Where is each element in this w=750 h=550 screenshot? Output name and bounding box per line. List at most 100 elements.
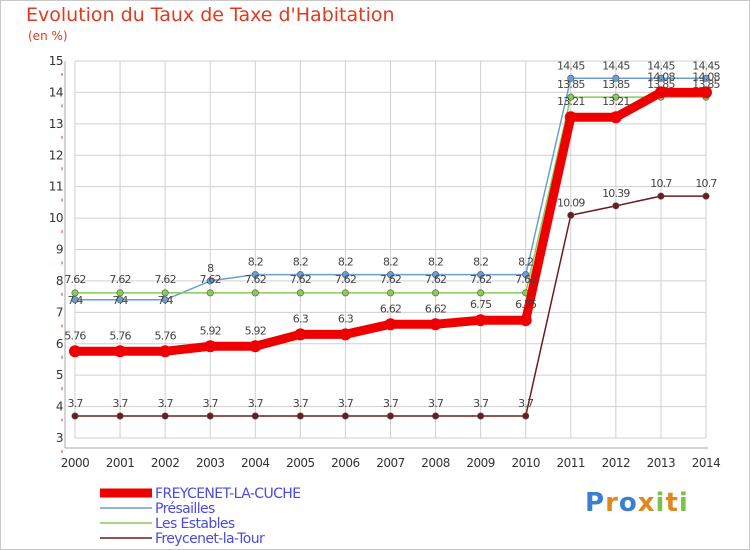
- data-label: 13.85: [692, 78, 720, 91]
- data-point: [700, 86, 712, 99]
- x-tick-label: 2005: [286, 456, 315, 470]
- data-label: 7.62: [470, 273, 491, 286]
- data-point: [386, 271, 394, 279]
- data-label: 5.92: [200, 324, 221, 337]
- data-label: 8.2: [428, 256, 443, 269]
- data-point: [251, 289, 259, 297]
- data-label: 13.21: [557, 95, 585, 108]
- data-label: 6.75: [515, 298, 537, 311]
- data-label: 8: [207, 262, 214, 275]
- data-label: 10.7: [650, 177, 672, 190]
- data-point: [296, 271, 304, 279]
- data-point: [477, 289, 485, 297]
- data-label: 7.4: [67, 294, 83, 307]
- data-label: 3.7: [113, 397, 129, 410]
- data-point: [654, 86, 667, 99]
- data-label: 5.76: [64, 329, 86, 342]
- logo-letter: o: [618, 488, 638, 518]
- data-point: [522, 412, 530, 420]
- data-label: 8.2: [248, 256, 263, 269]
- data-point: [612, 74, 620, 82]
- data-label: 7.62: [64, 273, 85, 286]
- logo-letter: P: [585, 488, 606, 518]
- data-point: [657, 74, 665, 82]
- x-tick-label: 2013: [647, 456, 676, 470]
- legend-label: Présailles: [155, 501, 215, 517]
- data-label: 7.62: [245, 273, 266, 286]
- data-label: 3.7: [67, 397, 83, 410]
- data-point: [161, 412, 169, 420]
- data-point: [341, 271, 349, 279]
- y-tick-label: 10: [49, 211, 63, 225]
- y-tick-label: 15: [49, 54, 63, 68]
- x-tick-label: 2011: [557, 456, 586, 470]
- data-label: 14.45: [602, 59, 630, 72]
- data-point: [567, 93, 575, 101]
- data-point: [69, 345, 81, 358]
- x-tick-label: 2010: [511, 456, 540, 470]
- data-point: [519, 314, 532, 327]
- data-point: [612, 202, 620, 210]
- y-tick-label: 9: [56, 243, 63, 257]
- proxiti-logo: Proxiti: [585, 488, 689, 518]
- data-label: 13.85: [557, 78, 585, 91]
- data-label: 5.92: [245, 324, 266, 337]
- axes: 3 4 5 6 7 8 9 10 11 12 13 14 15 2000 2001 2002 2003 2004 2…: [49, 54, 721, 470]
- y-tick-label: 13: [49, 117, 63, 131]
- data-point: [609, 111, 622, 124]
- y-tick-label: 4: [56, 400, 63, 414]
- data-point: [116, 289, 124, 297]
- data-label: 14.45: [647, 59, 675, 72]
- data-label: 3.7: [338, 397, 354, 410]
- data-label: 3.7: [518, 397, 534, 410]
- x-tick-label: 2014: [692, 456, 721, 470]
- data-label: 6.3: [293, 312, 309, 325]
- data-point: [567, 211, 575, 219]
- data-label: 3.7: [473, 397, 489, 410]
- data-point: [386, 289, 394, 297]
- data-label: 3.7: [203, 397, 219, 410]
- data-point: [204, 340, 217, 353]
- data-point: [249, 340, 262, 353]
- x-tick-label: 2002: [151, 456, 180, 470]
- data-labels: 5.76 5.76 5.76 5.92 5.92 6.3 6.3 6.62 6.62 6.75 6.…: [64, 59, 721, 410]
- data-label: 8.2: [338, 256, 353, 269]
- data-label: 7.4: [158, 294, 174, 307]
- data-point: [702, 192, 710, 200]
- data-label: 7.62: [109, 273, 130, 286]
- x-tick-label: 2008: [421, 456, 450, 470]
- data-point: [116, 296, 124, 304]
- grid: [74, 60, 707, 439]
- data-label: 7.62: [425, 273, 446, 286]
- unit-label: (en %): [28, 29, 68, 43]
- data-label: 7.62: [335, 273, 356, 286]
- legend-label: FREYCENET-LA-CUCHE: [155, 486, 300, 502]
- logo-letter: x: [637, 488, 656, 518]
- data-label: 8.2: [518, 256, 533, 269]
- data-label: 10.7: [695, 177, 717, 190]
- data-point: [432, 271, 440, 279]
- data-label: 3.7: [293, 397, 309, 410]
- x-tick-label: 2004: [241, 456, 270, 470]
- data-point: [432, 412, 440, 420]
- data-label: 14.08: [692, 70, 720, 83]
- data-label: 7.62: [380, 273, 401, 286]
- data-point: [161, 296, 169, 304]
- data-point: [296, 412, 304, 420]
- data-label: 8.2: [383, 256, 398, 269]
- data-label: 3.7: [428, 397, 444, 410]
- data-point: [477, 412, 485, 420]
- series-lines: [69, 74, 712, 420]
- data-point: [161, 289, 169, 297]
- data-label: 7.62: [290, 273, 311, 286]
- data-point: [341, 412, 349, 420]
- data-label: 13.85: [602, 78, 630, 91]
- x-tick-label: 2001: [106, 456, 135, 470]
- x-tick-label: 2012: [602, 456, 631, 470]
- data-label: 14.45: [557, 59, 585, 72]
- data-label: 7.62: [515, 273, 536, 286]
- data-point: [294, 328, 307, 341]
- data-point: [71, 296, 79, 304]
- data-point: [206, 412, 214, 420]
